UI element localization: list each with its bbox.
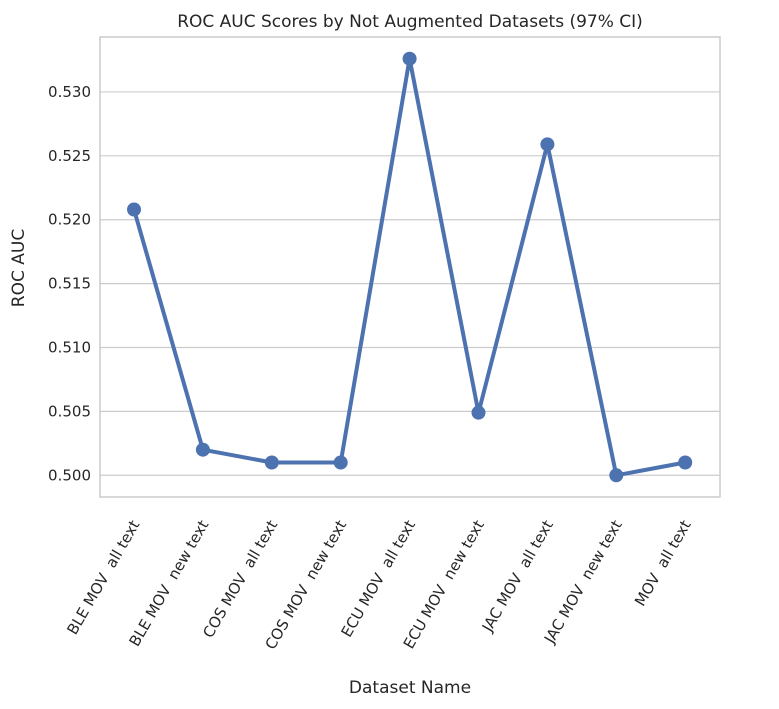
data-point [195,442,210,457]
y-tick-label: 0.505 [48,402,91,420]
y-tick-label: 0.500 [48,466,91,484]
chart-title: ROC AUC Scores by Not Augmented Datasets… [177,12,643,32]
grid-lines [100,91,720,476]
data-point [540,137,555,152]
y-tick-label: 0.510 [48,339,91,357]
y-tick-label: 0.530 [48,83,91,101]
data-point [333,455,348,470]
data-points [127,51,693,483]
y-tick-label: 0.515 [48,275,91,293]
data-point [609,468,624,483]
y-tick-label: 0.520 [48,211,91,229]
plot-frame [99,36,721,498]
y-tick-label: 0.525 [48,147,91,165]
data-point [402,51,417,66]
data-point [678,455,693,470]
data-point [127,202,141,217]
data-point [264,455,279,470]
y-tick-labels: 0.500 0.505 0.510 0.515 0.520 0.525 0.530 [48,83,91,484]
x-axis-label: Dataset Name [349,678,471,698]
y-axis-label: ROC AUC [9,229,29,307]
data-point [471,405,486,420]
